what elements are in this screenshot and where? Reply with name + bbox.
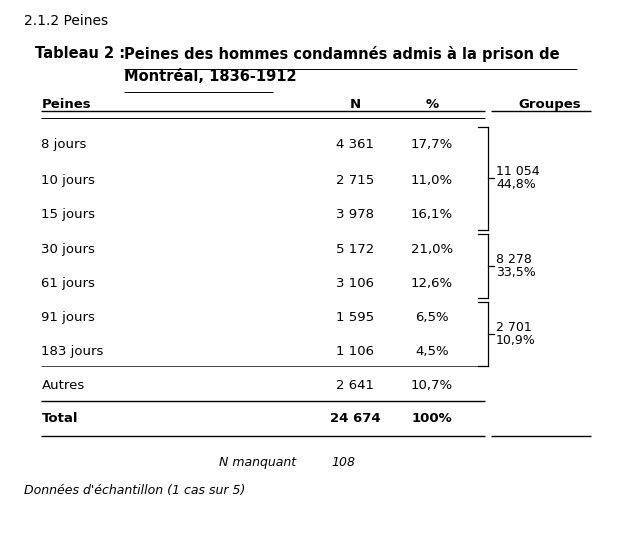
Text: 10 jours: 10 jours <box>41 175 96 187</box>
Text: 8 jours: 8 jours <box>41 138 87 151</box>
Text: Données d'échantillon (1 cas sur 5): Données d'échantillon (1 cas sur 5) <box>24 484 245 497</box>
Text: 2.1.2 Peines: 2.1.2 Peines <box>24 14 108 28</box>
Text: 2 715: 2 715 <box>336 175 374 187</box>
Text: 11 054: 11 054 <box>496 165 540 178</box>
Text: 100%: 100% <box>412 412 452 425</box>
Text: Total: Total <box>41 412 78 425</box>
Text: 10,9%: 10,9% <box>496 334 536 347</box>
Text: 3 978: 3 978 <box>336 209 374 221</box>
Text: N manquant: N manquant <box>218 456 296 469</box>
Text: 4 361: 4 361 <box>336 138 374 151</box>
Text: Peines: Peines <box>41 98 91 111</box>
Text: 21,0%: 21,0% <box>411 243 453 255</box>
Text: Tableau 2 :: Tableau 2 : <box>36 46 131 61</box>
Text: 17,7%: 17,7% <box>411 138 453 151</box>
Text: 3 106: 3 106 <box>336 277 374 289</box>
Text: Montréal, 1836-1912: Montréal, 1836-1912 <box>124 69 297 85</box>
Text: 2 701: 2 701 <box>496 321 532 334</box>
Text: 12,6%: 12,6% <box>411 277 453 289</box>
Text: N: N <box>349 98 361 111</box>
Text: 24 674: 24 674 <box>329 412 380 425</box>
Text: 8 278: 8 278 <box>496 253 532 266</box>
Text: 61 jours: 61 jours <box>41 277 96 289</box>
Text: 6,5%: 6,5% <box>415 311 448 324</box>
Text: 16,1%: 16,1% <box>411 209 453 221</box>
Text: 5 172: 5 172 <box>336 243 374 255</box>
Text: 183 jours: 183 jours <box>41 345 104 358</box>
Text: 1 106: 1 106 <box>336 345 374 358</box>
Text: 10,7%: 10,7% <box>411 379 453 392</box>
Text: 30 jours: 30 jours <box>41 243 96 255</box>
Text: 33,5%: 33,5% <box>496 266 536 279</box>
Text: 4,5%: 4,5% <box>415 345 448 358</box>
Text: 44,8%: 44,8% <box>496 178 536 191</box>
Text: 15 jours: 15 jours <box>41 209 96 221</box>
Text: 91 jours: 91 jours <box>41 311 96 324</box>
Text: 108: 108 <box>331 456 355 469</box>
Text: %: % <box>425 98 438 111</box>
Text: Autres: Autres <box>41 379 85 392</box>
Text: 2 641: 2 641 <box>336 379 374 392</box>
Text: 1 595: 1 595 <box>336 311 374 324</box>
Text: Groupes: Groupes <box>519 98 582 111</box>
Text: 11,0%: 11,0% <box>411 175 453 187</box>
Text: Peines des hommes condamnés admis à la prison de: Peines des hommes condamnés admis à la p… <box>124 46 560 62</box>
